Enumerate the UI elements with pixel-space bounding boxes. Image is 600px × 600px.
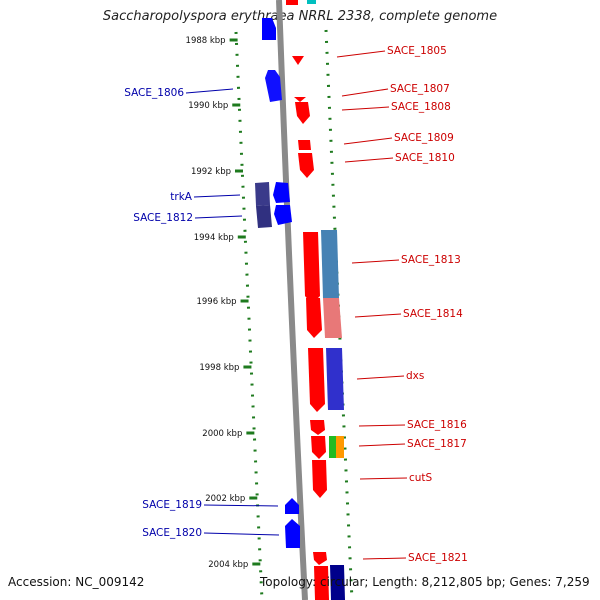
- gene-arrow-SACE_1813-rev: [321, 230, 339, 298]
- leader-SACE_1812: [194, 215, 243, 219]
- gene-arrow-dxs-rev: [326, 348, 344, 410]
- gene-arrow-SACE_1820: [285, 519, 300, 548]
- gene-arrow-green: [329, 436, 336, 458]
- leader-SACE_1817: [358, 443, 406, 447]
- gene-arrow-SACE_1810: [298, 153, 314, 178]
- gene-arrow-orange: [336, 436, 344, 458]
- gene-label-SACE_1806[interactable]: SACE_1806: [124, 87, 184, 99]
- gene-arrow-SACE_1813: [303, 232, 320, 304]
- gene-labels-left: SACE_1806 trkA SACE_1812 SACE_1819 SACE_…: [124, 87, 202, 539]
- gene-label-cutS[interactable]: cutS: [409, 472, 433, 484]
- gene-label-SACE_1812[interactable]: SACE_1812: [133, 212, 193, 224]
- topology-text: Topology: circular; Length: 8,212,805 bp…: [260, 575, 590, 589]
- tick-label: 1994 kbp: [194, 233, 234, 243]
- gene-partial-top-red: [286, 0, 298, 5]
- gene-arrow-bottom-red: [314, 566, 329, 600]
- gene-arrow-SACE_1814: [306, 298, 322, 338]
- map-title: Saccharopolyspora erythraea NRRL 2338, c…: [102, 9, 498, 24]
- gene-label-SACE_1814[interactable]: SACE_1814: [403, 308, 463, 320]
- gene-label-SACE_1805[interactable]: SACE_1805: [387, 45, 447, 57]
- gene-partial-top-cyan: [307, 0, 316, 4]
- leader-cutS: [359, 477, 408, 480]
- gene-arrow-SACE_1817: [311, 436, 326, 459]
- gene-label-SACE_1821[interactable]: SACE_1821: [408, 552, 468, 564]
- gene-arrow-SACE_1819: [285, 498, 299, 514]
- gene-arrows-forward: [292, 56, 329, 600]
- tick-label: 1988 kbp: [186, 36, 226, 46]
- gene-arrow-trkA-small: [273, 182, 290, 203]
- gene-arrow-SACE_1809: [298, 140, 311, 150]
- leader-SACE_1819: [203, 504, 279, 507]
- gene-arrows-reverse: [255, 18, 345, 600]
- gene-arrow-cutS: [312, 460, 327, 498]
- leader-dxs: [356, 375, 405, 380]
- tick-label: 2002 kbp: [205, 494, 245, 504]
- gene-arrow-SACE_1812: [274, 205, 292, 225]
- leader-SACE_1806: [185, 88, 234, 94]
- gene-arrow-trkA-b: [256, 205, 272, 228]
- gene-arrow-SACE_1816: [310, 420, 325, 435]
- leader-SACE_1814: [354, 313, 402, 318]
- gene-arrow-dxs: [308, 348, 325, 412]
- tick-label: 1990 kbp: [188, 101, 228, 111]
- tick-label: 1996 kbp: [196, 297, 236, 307]
- tick-marks: 1988 kbp 1990 kbp 1992 kbp 1994 kbp 1996 kbp…: [186, 36, 261, 570]
- gene-arrow-SACE_1806: [265, 70, 282, 102]
- gene-arrow-SACE_1807: [294, 97, 306, 102]
- accession-text: Accession: NC_009142: [8, 575, 145, 589]
- leader-SACE_1809: [343, 137, 393, 145]
- gene-arrow-SACE_1805: [292, 56, 304, 65]
- gene-label-SACE_1809[interactable]: SACE_1809: [394, 132, 454, 144]
- leader-SACE_1810: [344, 157, 394, 163]
- gene-arrow-trkA-a: [255, 182, 270, 206]
- gene-arrow-SACE_1814-rev: [323, 298, 342, 338]
- leader-SACE_1805: [336, 50, 386, 58]
- leader-SACE_1820: [203, 532, 280, 536]
- tick-label: 1992 kbp: [191, 167, 231, 177]
- gene-arrow-SACE_1821: [313, 552, 327, 565]
- gene-label-SACE_1816[interactable]: SACE_1816: [407, 419, 467, 431]
- gene-label-SACE_1820[interactable]: SACE_1820: [142, 527, 202, 539]
- gene-label-SACE_1819[interactable]: SACE_1819: [142, 499, 202, 511]
- gene-label-SACE_1808[interactable]: SACE_1808: [391, 101, 451, 113]
- gene-arrow-unlabeled-top: [262, 18, 276, 40]
- genome-backbone: [276, 0, 308, 600]
- tick-label: 2004 kbp: [208, 560, 248, 570]
- leader-lines: [185, 50, 408, 560]
- tick-label: 1998 kbp: [199, 363, 239, 373]
- leader-trkA: [193, 194, 241, 198]
- leader-SACE_1808: [341, 106, 390, 111]
- gene-arrow-bottom-blue: [330, 565, 345, 600]
- gene-label-SACE_1813[interactable]: SACE_1813: [401, 254, 461, 266]
- gene-label-SACE_1807[interactable]: SACE_1807: [390, 83, 450, 95]
- gene-label-SACE_1817[interactable]: SACE_1817: [407, 438, 467, 450]
- gene-label-trkA[interactable]: trkA: [170, 191, 193, 203]
- leader-SACE_1813: [351, 259, 400, 264]
- gene-arrow-SACE_1808: [295, 102, 310, 124]
- leader-SACE_1807: [341, 88, 389, 97]
- gene-label-SACE_1810[interactable]: SACE_1810: [395, 152, 455, 164]
- gene-label-dxs[interactable]: dxs: [406, 370, 424, 382]
- gene-labels-right: SACE_1805 SACE_1807 SACE_1808 SACE_1809 …: [387, 45, 468, 564]
- leader-SACE_1816: [358, 424, 406, 427]
- tick-label: 2000 kbp: [202, 429, 242, 439]
- guide-outer-left: [234, 31, 264, 600]
- leader-SACE_1821: [362, 557, 407, 560]
